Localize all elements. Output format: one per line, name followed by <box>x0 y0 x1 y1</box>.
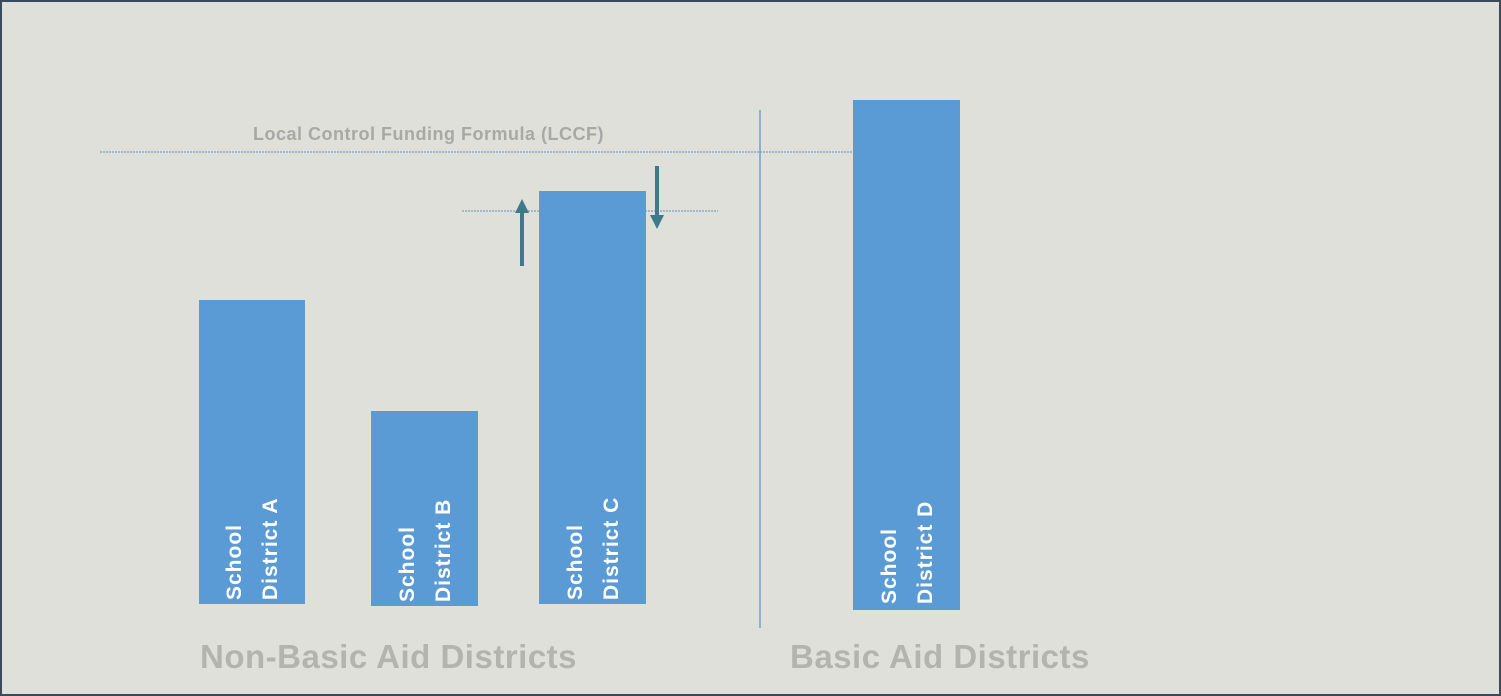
reference-label: Local Control Funding Formula (LCCF) <box>253 124 604 144</box>
bar-label: School <box>564 524 587 600</box>
bar-label: School <box>878 528 901 604</box>
bar-label: School <box>223 524 246 600</box>
bar <box>853 100 960 610</box>
bar-label: District C <box>600 497 623 600</box>
bar <box>199 300 305 604</box>
bar-label: District B <box>432 499 455 602</box>
group-label: Non-Basic Aid Districts <box>200 638 577 675</box>
bar-label: District A <box>259 497 282 600</box>
bar <box>371 411 478 606</box>
group-label: Basic Aid Districts <box>790 638 1090 675</box>
bar-label: School <box>396 526 419 602</box>
bar-label: District D <box>914 501 937 604</box>
bar <box>539 191 646 604</box>
